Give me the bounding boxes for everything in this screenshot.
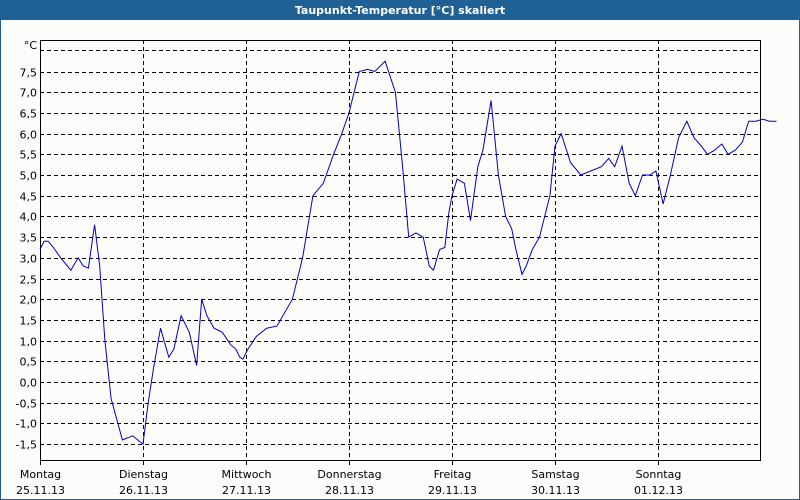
y-tick-label: 3,0 xyxy=(20,253,38,266)
x-tick-day: Samstag xyxy=(531,468,579,481)
x-tick-date: 27.11.13 xyxy=(222,484,271,497)
x-axis: Montag 25.11.13 Dienstag 26.11.13 Mittwoch 27… xyxy=(16,460,683,497)
dewpoint-series-line xyxy=(39,60,777,446)
y-tick-label: -1,5 xyxy=(16,439,37,452)
y-tick-label: -0,5 xyxy=(16,398,37,411)
y-tick-label: 2,5 xyxy=(20,274,38,287)
y-tick-label: 7,0 xyxy=(20,87,38,100)
y-tick-label: 3,5 xyxy=(20,232,38,245)
y-tick-label: 6,5 xyxy=(20,108,38,121)
x-tick-day: Montag xyxy=(20,468,61,481)
x-tick-date: 25.11.13 xyxy=(16,484,65,497)
y-tick-label: 5,0 xyxy=(20,170,38,183)
window-title: Taupunkt-Temperatur [°C] skaliert xyxy=(0,0,800,20)
y-tick-label: 1,0 xyxy=(20,336,38,349)
x-tick-date: 26.11.13 xyxy=(119,484,168,497)
x-tick-day: Freitag xyxy=(434,468,472,481)
x-tick-day: Mittwoch xyxy=(222,468,272,481)
x-tick-day: Donnerstag xyxy=(317,468,381,481)
x-tick-date: 29.11.13 xyxy=(428,484,477,497)
y-tick-label: -1,0 xyxy=(16,418,37,431)
grid-lines xyxy=(40,40,760,460)
y-tick-label: 1,5 xyxy=(20,315,38,328)
y-tick-label: 2,0 xyxy=(20,294,38,307)
x-tick-day: Sonntag xyxy=(636,468,682,481)
y-tick-label: 5,5 xyxy=(20,149,38,162)
y-unit-label: °C xyxy=(24,39,38,52)
y-tick-label: 6,0 xyxy=(20,129,38,142)
y-tick-label: 4,0 xyxy=(20,211,38,224)
y-tick-label: 0,0 xyxy=(20,377,38,390)
y-axis: °C 7,5 7,0 6,5 6,0 5,5 5,0 4,5 4,0 3,5 3,0 2,5 2,0 1,… xyxy=(16,39,38,452)
y-tick-label: 0,5 xyxy=(20,356,38,369)
x-tick-date: 30.11.13 xyxy=(531,484,580,497)
x-tick-date: 01.12.13 xyxy=(634,484,683,497)
y-tick-label: 7,5 xyxy=(20,67,38,80)
x-tick-date: 28.11.13 xyxy=(325,484,374,497)
x-tick-day: Dienstag xyxy=(119,468,168,481)
plot-area-border xyxy=(40,40,761,461)
y-tick-label: 4,5 xyxy=(20,191,38,204)
